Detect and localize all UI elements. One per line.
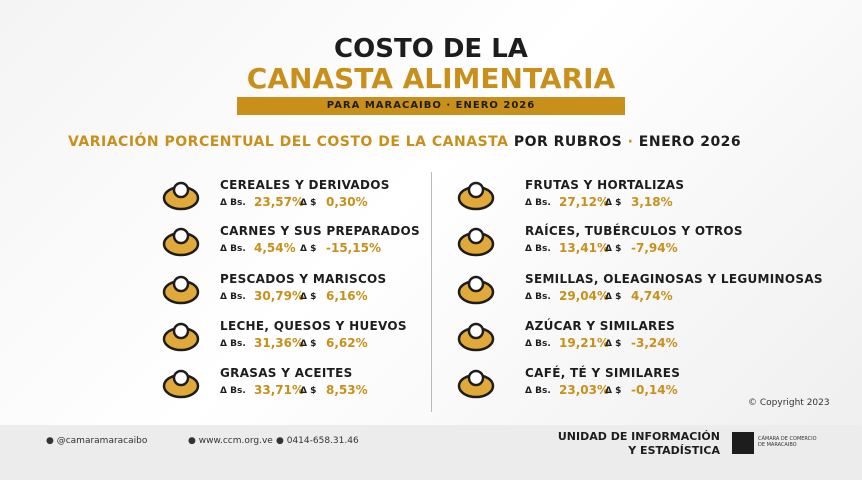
usd-label: Δ $ [605, 198, 622, 208]
divider [431, 172, 432, 412]
bs-value: 13,41% [559, 241, 609, 255]
phone: ● 0414-658.31.46 [276, 436, 359, 446]
usd-value: -15,15% [326, 241, 381, 255]
bs-value: 23,03% [559, 383, 609, 397]
icon [160, 224, 202, 258]
usd-value: 4,74% [631, 289, 673, 303]
usd-label: Δ $ [605, 386, 622, 396]
subtitle-part: VARIACIÓN PORCENTUAL DEL COSTO DE LA CAN… [68, 134, 509, 150]
icon-shape [162, 181, 200, 211]
icon-shape [162, 369, 200, 399]
icon [160, 366, 202, 400]
footer-bar [0, 425, 862, 480]
item-name: CAFÉ, TÉ Y SIMILARES [525, 366, 681, 380]
copyright: © Copyright 2023 [748, 398, 830, 408]
bs-value: 27,12% [559, 195, 609, 209]
usd-value: -3,24% [631, 336, 678, 350]
title-line2: CANASTA ALIMENTARIA [246, 62, 616, 95]
icon [455, 319, 497, 353]
subtitle-part: POR RUBROS [513, 134, 623, 150]
usd-value: 6,62% [326, 336, 368, 350]
icon [455, 224, 497, 258]
item-name: RAÍCES, TUBÉRCULOS Y OTROS [525, 224, 743, 238]
bs-label: Δ Bs. [525, 386, 551, 396]
phone-number: 0414-658.31.46 [286, 436, 359, 446]
banner-text: PARA MARACAIBO · ENERO 2026 [326, 100, 536, 111]
bs-label: Δ Bs. [525, 292, 551, 302]
usd-label: Δ $ [300, 198, 317, 208]
web-url: www.ccm.org.ve [198, 436, 273, 446]
subtitle-date: ENERO 2026 [638, 134, 742, 150]
usd-value: 8,53% [326, 383, 368, 397]
bs-label: Δ Bs. [525, 244, 551, 254]
usd-label: Δ $ [300, 244, 317, 254]
bs-label: Δ Bs. [220, 339, 246, 349]
subtitle: VARIACIÓN PORCENTUAL DEL COSTO DE LA CAN… [68, 134, 741, 150]
item-name: GRASAS Y ACEITES [220, 366, 353, 380]
icon [160, 319, 202, 353]
unit-line2: Y ESTADÍSTICA [628, 444, 720, 457]
item-name: AZÚCAR Y SIMILARES [525, 319, 676, 333]
icon [455, 178, 497, 212]
chamber: CÁMARA DE COMERCIO DE MARACAIBO [758, 436, 817, 448]
icon [160, 272, 202, 306]
item-name: CARNES Y SUS PREPARADOS [220, 224, 420, 238]
item-name: FRUTAS Y HORTALIZAS [525, 178, 685, 192]
icon [160, 178, 202, 212]
title-line1: COSTO DE LA [334, 34, 528, 64]
subtitle-sep: · [627, 134, 634, 150]
bs-label: Δ Bs. [220, 198, 246, 208]
icon [455, 272, 497, 306]
social: ● @camaramaracaibo [46, 436, 148, 446]
social-handle: @camaramaracaibo [56, 436, 148, 446]
bs-label: Δ Bs. [525, 198, 551, 208]
bs-label: Δ Bs. [220, 292, 246, 302]
icon-shape [162, 227, 200, 257]
bs-value: 30,79% [254, 289, 304, 303]
icon-shape [457, 322, 495, 352]
usd-label: Δ $ [300, 339, 317, 349]
bs-value: 29,04% [559, 289, 609, 303]
logo [732, 432, 754, 454]
item-name: CEREALES Y DERIVADOS [220, 178, 390, 192]
bs-value: 31,36% [254, 336, 304, 350]
bs-label: Δ Bs. [525, 339, 551, 349]
usd-value: -7,94% [631, 241, 678, 255]
usd-label: Δ $ [300, 292, 317, 302]
item-name: PESCADOS Y MARISCOS [220, 272, 387, 286]
banner: PARA MARACAIBO · ENERO 2026 [237, 97, 625, 115]
usd-label: Δ $ [605, 292, 622, 302]
usd-value: 0,30% [326, 195, 368, 209]
usd-value: 6,16% [326, 289, 368, 303]
usd-label: Δ $ [605, 244, 622, 254]
web: ● www.ccm.org.ve [188, 436, 273, 446]
usd-value: -0,14% [631, 383, 678, 397]
usd-label: Δ $ [605, 339, 622, 349]
bs-value: 4,54% [254, 241, 296, 255]
bs-label: Δ Bs. [220, 244, 246, 254]
icon-shape [457, 181, 495, 211]
icon-shape [162, 275, 200, 305]
item-name: SEMILLAS, OLEAGINOSAS Y LEGUMINOSAS [525, 272, 823, 286]
icon [455, 366, 497, 400]
bs-label: Δ Bs. [220, 386, 246, 396]
bs-value: 23,57% [254, 195, 304, 209]
icon-shape [457, 275, 495, 305]
icon-shape [457, 227, 495, 257]
icon-shape [162, 322, 200, 352]
usd-value: 3,18% [631, 195, 673, 209]
icon-shape [457, 369, 495, 399]
bs-value: 33,71% [254, 383, 304, 397]
unit-line1: UNIDAD DE INFORMACIÓN [557, 430, 720, 443]
usd-label: Δ $ [300, 386, 317, 396]
bs-value: 19,21% [559, 336, 609, 350]
item-name: LECHE, QUESOS Y HUEVOS [220, 319, 407, 333]
